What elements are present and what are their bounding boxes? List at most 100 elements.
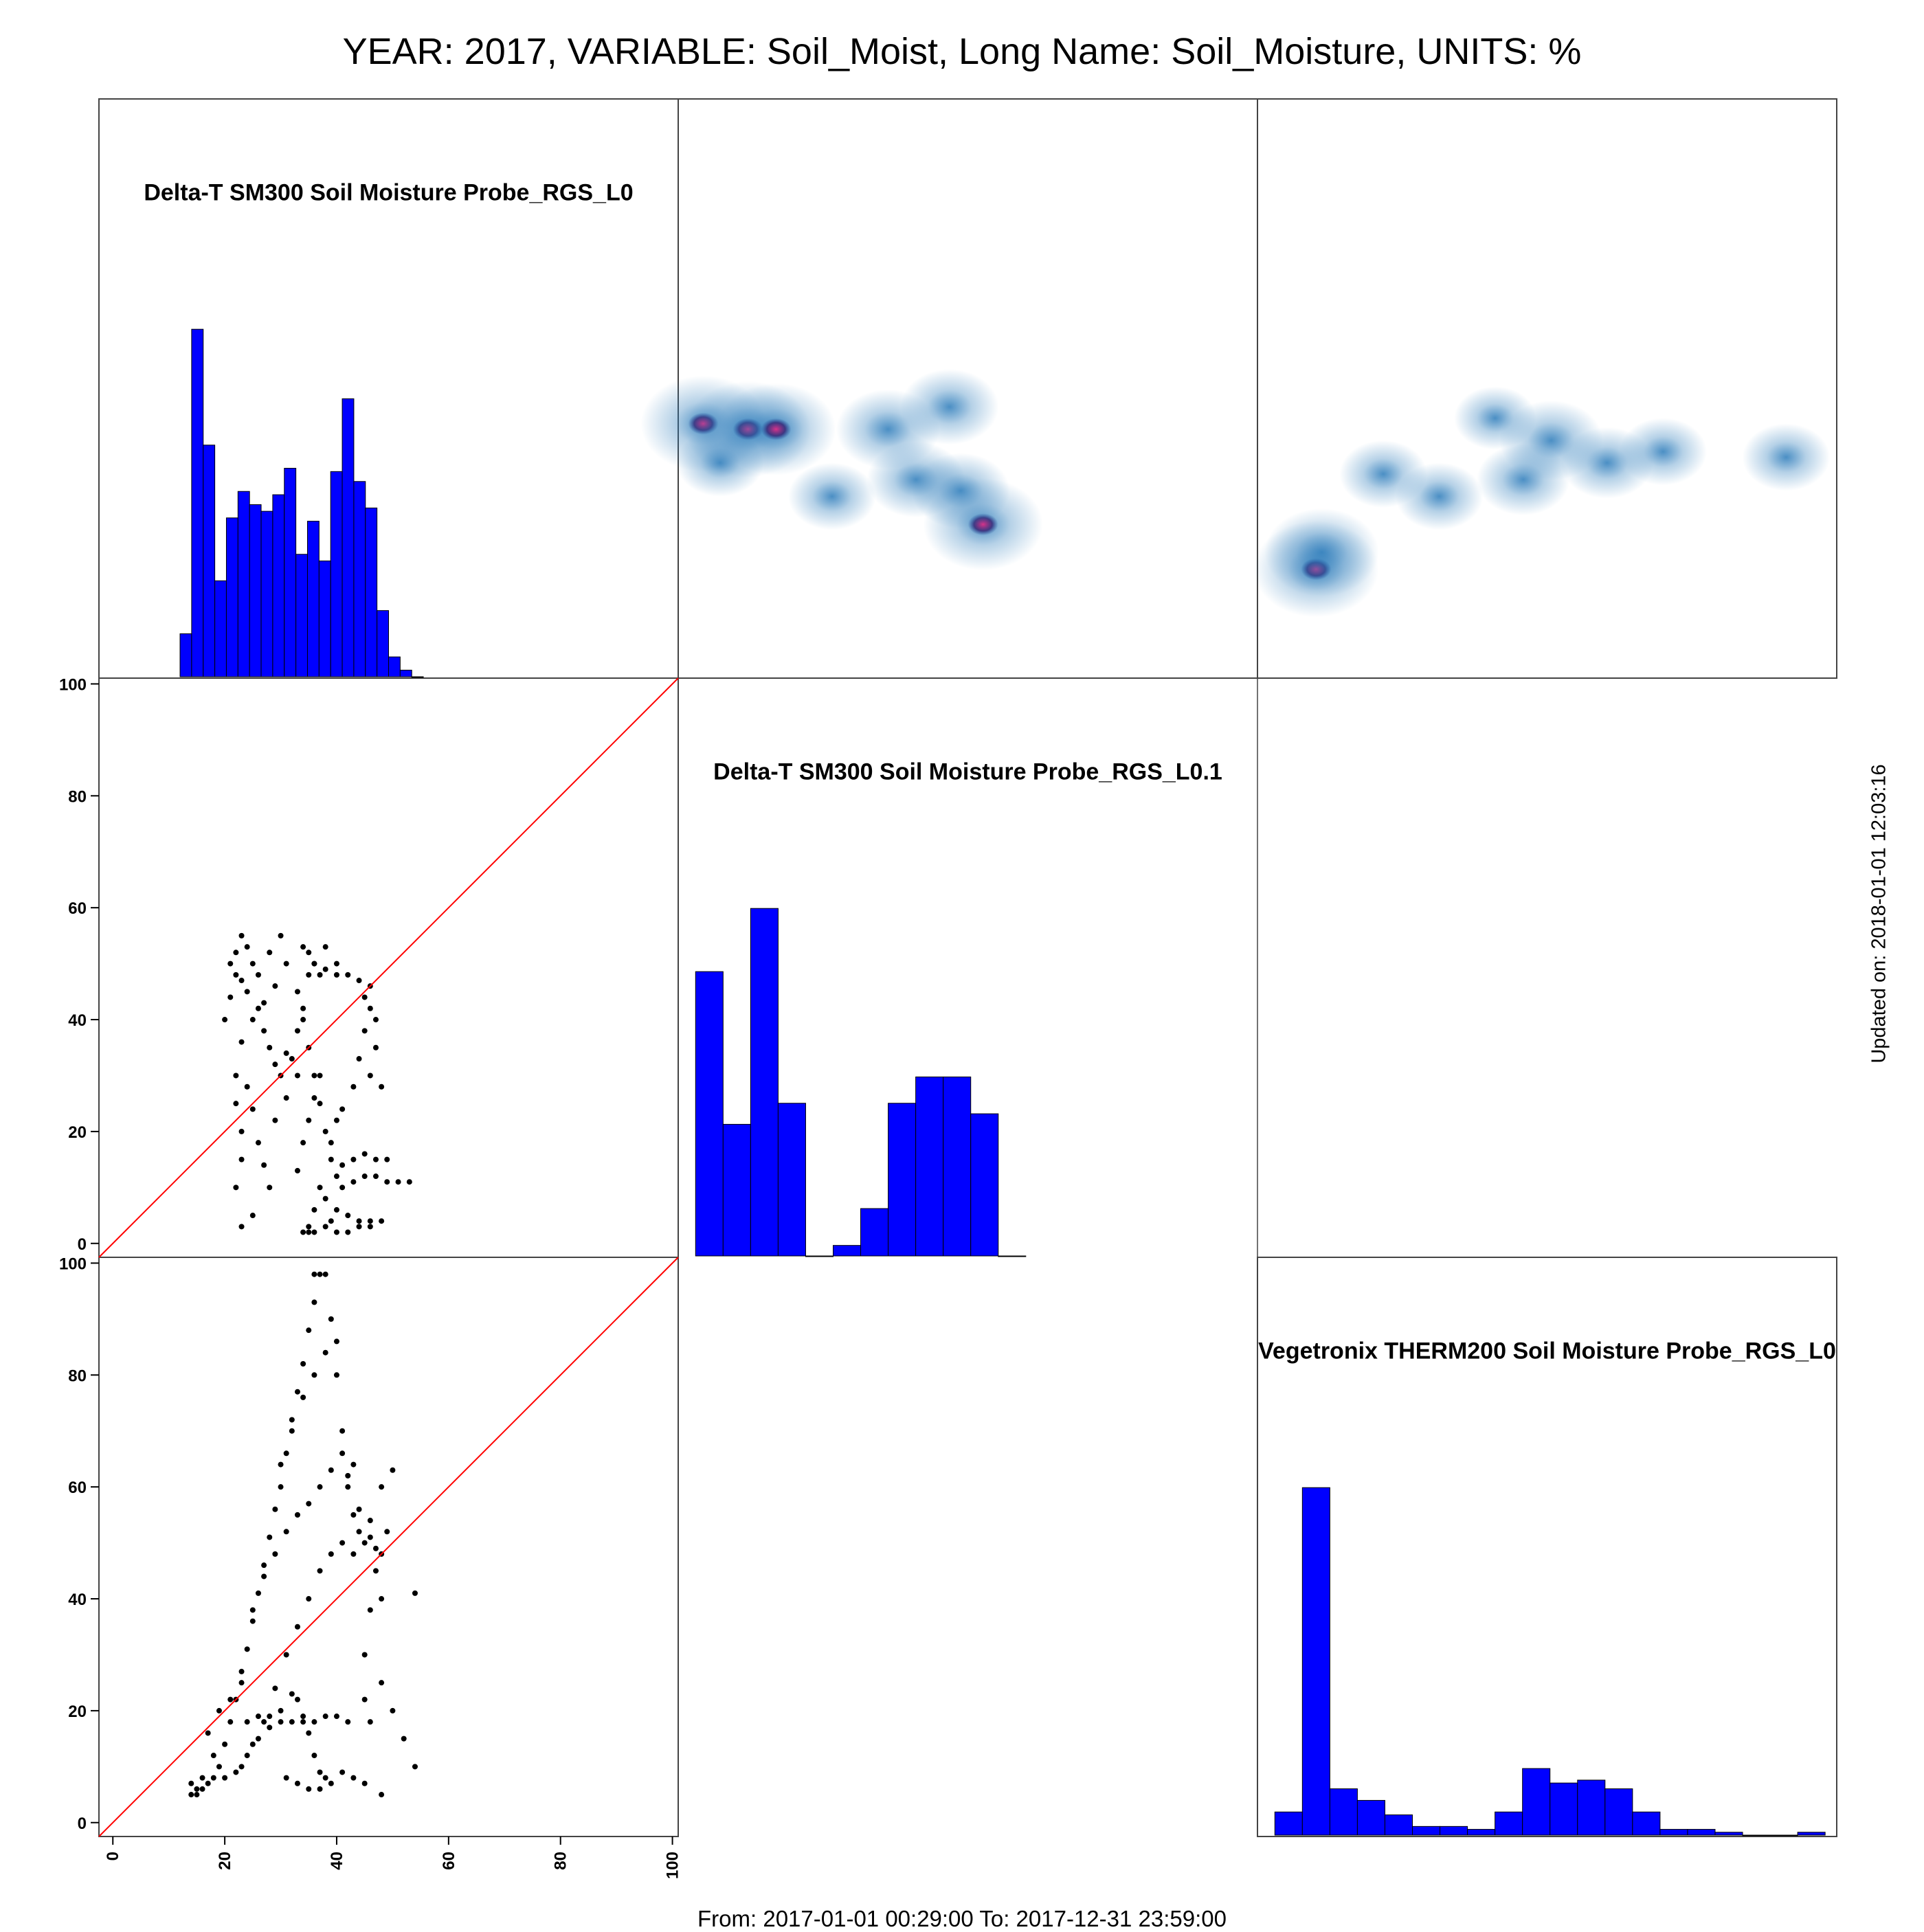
density-blob (788, 462, 876, 530)
x-tick-label: 60 (440, 1852, 458, 1870)
scatter-point (261, 1562, 267, 1569)
y-tick-label: 20 (68, 1703, 87, 1721)
scatter-point (322, 1128, 328, 1134)
scatter-point (199, 1775, 205, 1781)
scatter-point (306, 1224, 312, 1230)
scatter-point (379, 1680, 385, 1686)
scatter-panel-2: 0 20 40 60 80 100 (59, 1255, 679, 1837)
scatter-point (317, 1101, 323, 1107)
scatter-point (395, 1179, 401, 1185)
histogram-bar (805, 1255, 834, 1257)
panel-frame-r2-c0 (98, 1257, 679, 1837)
scatter-point (294, 1028, 300, 1034)
scatter-point (333, 1117, 339, 1123)
scatter-point (356, 978, 362, 984)
scatter-point (261, 1162, 267, 1168)
scatter-point (233, 1072, 239, 1079)
scatter-point (267, 1044, 273, 1051)
scatter-point (317, 1769, 323, 1775)
scatter-point (210, 1753, 216, 1759)
scatter-point (311, 1072, 317, 1079)
histogram-bar (214, 580, 227, 677)
histogram-1 (179, 328, 424, 678)
scatter-point (412, 1764, 418, 1770)
histogram-bar (1522, 1768, 1551, 1836)
scatter-point (339, 1428, 346, 1434)
scatter-point (244, 944, 250, 950)
scatter-point (367, 1224, 373, 1230)
scatter-point (272, 1506, 278, 1512)
scatter-point (300, 1017, 306, 1023)
scatter-point (322, 966, 328, 972)
scatter-point (205, 1730, 211, 1736)
histogram-bar (225, 517, 238, 677)
density-blob (1619, 418, 1707, 486)
scatter-point (345, 1719, 351, 1725)
density-blob (1264, 508, 1379, 596)
density-blob (676, 429, 764, 497)
scatter-point (311, 961, 317, 967)
scatter-point (294, 1696, 300, 1703)
scatter-point (244, 989, 250, 995)
scatter-point (283, 961, 289, 967)
y-tick-label: 80 (68, 787, 87, 806)
density-panel-1 (640, 369, 1043, 571)
scatter-point (283, 1529, 289, 1535)
histogram-bar (295, 554, 308, 677)
scatter-point (306, 950, 312, 956)
y-tick-label: 20 (68, 1123, 87, 1142)
variable-label: Delta-T SM300 Soil Moisture Probe_RGS_L0… (713, 759, 1222, 785)
scatter-point (379, 1596, 385, 1602)
scatter-point (227, 994, 234, 1000)
scatter-point (306, 1501, 312, 1507)
scatter-point (333, 1338, 339, 1345)
histogram-bar (306, 521, 320, 677)
scatter-point (294, 1512, 300, 1518)
scatter-point (238, 1128, 245, 1134)
histogram-bar (1577, 1779, 1606, 1836)
histogram-bar (377, 610, 390, 677)
scatter-point (333, 971, 339, 978)
scatter-point (222, 1017, 228, 1023)
scatter-point (317, 971, 323, 978)
scatter-point (322, 944, 328, 950)
histogram-bar (750, 908, 779, 1257)
scatter-point (372, 1545, 379, 1551)
scatter-point (238, 978, 245, 984)
histogram-bar (1742, 1834, 1771, 1836)
scatter-point (272, 1685, 278, 1692)
scatter-point (255, 1140, 261, 1146)
scatter-point (328, 1316, 334, 1322)
histogram-bar (970, 1113, 999, 1257)
histogram-bar (388, 656, 401, 677)
scatter-point (361, 994, 368, 1000)
scatter-point (249, 1017, 256, 1023)
scatter-point (401, 1736, 407, 1742)
scatter-point (356, 1056, 362, 1062)
histogram-bar (722, 1123, 751, 1257)
scatter-point (205, 1780, 211, 1786)
scatter-point (216, 1764, 222, 1770)
scatter-point (289, 1428, 295, 1434)
scatter-point (249, 961, 256, 967)
scatter-point (210, 1775, 216, 1781)
scatter-point (300, 1005, 306, 1011)
histogram-bar (695, 971, 724, 1257)
histogram-bar (1384, 1814, 1413, 1836)
scatter-point (294, 1389, 300, 1395)
scatter-point (361, 1173, 368, 1180)
updated-on-note: Updated on: 2018-01-01 12:03:16 (1868, 764, 1890, 1064)
scatter-point (328, 1156, 334, 1162)
scatter-point (306, 1730, 312, 1736)
scatter-point (244, 1083, 250, 1090)
scatter-point (249, 1213, 256, 1219)
scatter-point (311, 1095, 317, 1101)
scatter-point (306, 971, 312, 978)
scatter-point (345, 1229, 351, 1235)
scatter-point (361, 1028, 368, 1034)
scatter-point (238, 932, 245, 939)
histogram-bar (1440, 1826, 1468, 1836)
x-tick-label: 20 (216, 1852, 234, 1870)
reference-line (98, 677, 679, 1258)
scatter-point (238, 1668, 245, 1674)
